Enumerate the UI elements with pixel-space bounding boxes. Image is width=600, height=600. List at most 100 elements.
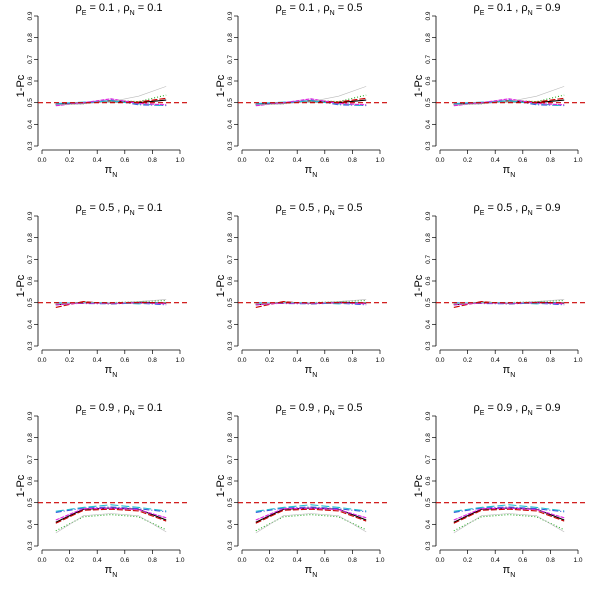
- y-tick-label: 0.4: [425, 119, 432, 128]
- y-tick-label: 0.9: [27, 211, 34, 220]
- y-tick-label: 0.3: [227, 341, 234, 350]
- y-tick-label: 0.6: [227, 76, 234, 85]
- x-tick-label: 0.6: [518, 557, 527, 564]
- x-axis-label: πN: [503, 364, 516, 379]
- y-tick-label: 0.3: [27, 541, 34, 550]
- series-line-s6: [453, 507, 565, 521]
- x-tick-label: 0.8: [348, 157, 357, 164]
- y-tick-label: 0.7: [425, 54, 432, 63]
- series-line-s2: [55, 508, 167, 524]
- x-tick-label: 0.6: [320, 157, 329, 164]
- x-tick-label: 0.4: [93, 157, 102, 164]
- x-tick-label: 0.0: [237, 557, 246, 564]
- x-tick-label: 0.6: [518, 357, 527, 364]
- y-tick-label: 0.6: [27, 76, 34, 85]
- series-line-s6: [255, 98, 367, 107]
- x-tick-label: 1.0: [375, 357, 384, 364]
- y-tick-label: 0.8: [227, 33, 234, 42]
- x-tick-label: 0.2: [463, 157, 472, 164]
- x-tick-label: 0.2: [265, 157, 274, 164]
- y-axis-label: 1-Pc: [215, 274, 227, 297]
- panel-title: ρE = 0.1 , ρN = 0.5: [275, 2, 362, 17]
- x-tick-label: 0.8: [148, 557, 157, 564]
- panel-title: ρE = 0.1 , ρN = 0.9: [473, 2, 560, 17]
- y-tick-label: 0.8: [27, 33, 34, 42]
- y-tick-label: 0.5: [425, 98, 432, 107]
- y-axis-label: 1-Pc: [413, 74, 425, 97]
- y-tick-label: 0.9: [425, 211, 432, 220]
- series-line-s4: [453, 99, 565, 107]
- panel-title: ρE = 0.5 , ρN = 0.9: [473, 202, 560, 217]
- x-tick-label: 0.8: [348, 557, 357, 564]
- series-line-s7: [453, 86, 565, 106]
- x-tick-label: 0.8: [546, 357, 555, 364]
- y-tick-label: 0.5: [227, 498, 234, 507]
- series-line-s5: [55, 504, 167, 512]
- y-tick-label: 0.8: [425, 233, 432, 242]
- series-line-s5: [255, 504, 367, 512]
- y-tick-label: 0.3: [425, 141, 432, 150]
- x-tick-label: 0.2: [265, 357, 274, 364]
- y-tick-label: 0.7: [227, 454, 234, 463]
- x-tick-label: 0.4: [293, 157, 302, 164]
- y-tick-label: 0.9: [27, 11, 34, 20]
- x-tick-label: 0.6: [120, 157, 129, 164]
- y-tick-label: 0.8: [425, 33, 432, 42]
- x-tick-label: 1.0: [175, 357, 184, 364]
- y-axis-label: 1-Pc: [15, 274, 27, 297]
- y-tick-label: 0.9: [227, 211, 234, 220]
- y-tick-label: 0.7: [227, 54, 234, 63]
- panel-7: ρE = 0.9 , ρN = 0.1 0.3 0.4 0.5 0.6 0.7 0.8 0.9…: [15, 402, 190, 579]
- x-tick-label: 0.2: [65, 157, 74, 164]
- x-tick-label: 0.4: [293, 357, 302, 364]
- y-axis-label: 1-Pc: [215, 474, 227, 497]
- series-line-s7: [55, 513, 167, 534]
- x-tick-label: 0.4: [491, 157, 500, 164]
- y-tick-label: 0.4: [227, 319, 234, 328]
- x-tick-label: 0.4: [491, 357, 500, 364]
- y-tick-label: 0.5: [227, 98, 234, 107]
- y-tick-label: 0.7: [27, 54, 34, 63]
- y-axis-label: 1-Pc: [15, 74, 27, 97]
- x-tick-label: 0.8: [148, 157, 157, 164]
- x-tick-label: 0.2: [65, 557, 74, 564]
- y-axis-label: 1-Pc: [15, 474, 27, 497]
- x-tick-label: 0.4: [491, 557, 500, 564]
- x-axis-label: πN: [305, 364, 318, 379]
- series-line-s5: [453, 504, 565, 512]
- y-tick-label: 0.3: [27, 341, 34, 350]
- x-tick-label: 1.0: [175, 157, 184, 164]
- x-tick-label: 0.6: [320, 357, 329, 364]
- y-tick-label: 0.8: [425, 433, 432, 442]
- x-axis-label: πN: [105, 364, 118, 379]
- series-line-s7: [255, 86, 367, 106]
- y-tick-label: 0.5: [227, 298, 234, 307]
- series-line-s2: [255, 508, 367, 524]
- panel-9: ρE = 0.9 , ρN = 0.9 0.3 0.4 0.5 0.6 0.7 0.8 0.9…: [413, 402, 588, 579]
- x-tick-label: 1.0: [375, 557, 384, 564]
- series-line-s4: [55, 506, 167, 513]
- panel-6: ρE = 0.5 , ρN = 0.9 0.3 0.4 0.5 0.6 0.7 0.8 0.9…: [413, 202, 588, 379]
- y-tick-label: 0.8: [227, 433, 234, 442]
- y-tick-label: 0.8: [27, 233, 34, 242]
- series-line-s4: [255, 99, 367, 107]
- y-tick-label: 0.6: [425, 476, 432, 485]
- panel-8: ρE = 0.9 , ρN = 0.5 0.3 0.4 0.5 0.6 0.7 0.8 0.9…: [215, 402, 390, 579]
- series-line-s7: [453, 513, 565, 534]
- y-tick-label: 0.4: [425, 519, 432, 528]
- y-tick-label: 0.9: [227, 11, 234, 20]
- y-tick-label: 0.6: [425, 76, 432, 85]
- x-tick-label: 0.4: [293, 557, 302, 564]
- y-tick-label: 0.3: [425, 541, 432, 550]
- panel-title: ρE = 0.9 , ρN = 0.5: [275, 402, 362, 417]
- x-tick-label: 1.0: [573, 357, 582, 364]
- series-line-s4: [255, 506, 367, 513]
- x-tick-label: 1.0: [573, 157, 582, 164]
- x-tick-label: 0.0: [435, 157, 444, 164]
- x-tick-label: 1.0: [573, 557, 582, 564]
- y-tick-label: 0.8: [27, 433, 34, 442]
- y-tick-label: 0.6: [425, 276, 432, 285]
- panel-title: ρE = 0.5 , ρN = 0.1: [75, 202, 162, 217]
- x-axis-label: πN: [503, 564, 516, 579]
- y-tick-label: 0.5: [425, 298, 432, 307]
